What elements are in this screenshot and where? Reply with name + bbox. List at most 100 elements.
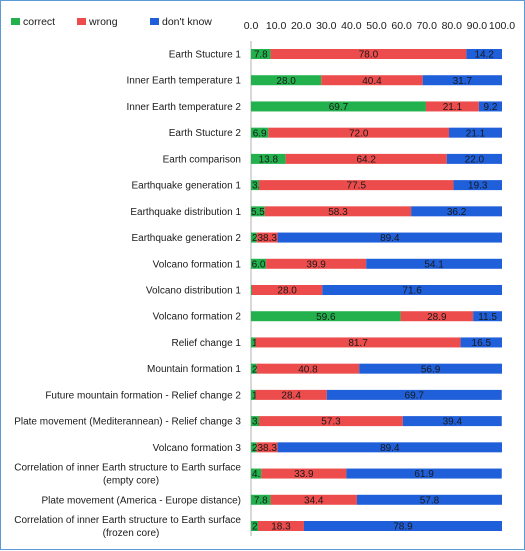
data-label: 40.4 — [362, 76, 382, 87]
bar-segment-don-t-know — [446, 153, 502, 164]
bar-row: 13.8 64.2 22.0 — [251, 153, 502, 165]
bar-segment-correct — [251, 285, 253, 295]
data-label: 57.3 — [321, 417, 341, 428]
data-label: 21.1 — [466, 128, 486, 139]
category-label-text: Earthquake generation 2 — [131, 233, 241, 244]
bar-segment-correct — [251, 206, 265, 217]
category-label-text: Correlation of inner Earth structure to … — [14, 515, 241, 526]
bar-segment-wrong — [261, 468, 347, 479]
bar-segment-don-t-know — [422, 75, 502, 86]
category-label-text: Inner Earth temperature 1 — [126, 76, 241, 87]
legend-item-2: don't know — [150, 16, 212, 28]
data-label: 39.4 — [443, 417, 463, 428]
bar-segment-wrong — [256, 363, 360, 374]
category-label-text: Earth Stucture 1 — [169, 50, 242, 61]
bar-segment-wrong — [400, 311, 474, 322]
bar-row: 69.7 21.1 9.2 — [251, 101, 502, 113]
bar-segment-correct — [251, 101, 426, 112]
bar-segment-wrong — [259, 416, 403, 427]
category-label-text: Inner Earth temperature 2 — [126, 102, 241, 113]
x-tick-label: 0.0 — [244, 20, 259, 32]
data-label: 14.2 — [474, 50, 494, 61]
data-label: 59.6 — [316, 312, 336, 323]
data-label: 54.1 — [424, 259, 444, 270]
bar-segment-don-t-know — [411, 206, 502, 217]
legend-label: wrong — [88, 16, 118, 28]
category-label-text: Volcano formation 1 — [153, 259, 242, 270]
x-tick-label: 50.0 — [366, 20, 387, 32]
x-tick-label: 70.0 — [416, 20, 437, 32]
data-label: 18.3 — [271, 522, 291, 533]
bar-row: 3.2 57.3 39.4 — [251, 416, 502, 428]
legend-item-1: wrong — [77, 16, 118, 28]
category-label: Earth comparison — [163, 154, 241, 165]
category-label-text: Volcano formation 3 — [153, 443, 242, 454]
category-label: Volcano distribution 1 — [146, 286, 242, 297]
bar-row: 3.2 77.5 19.3 — [251, 180, 502, 192]
category-label: Inner Earth temperature 1 — [126, 76, 241, 87]
bar-row: 5.5 58.3 36.2 — [251, 206, 502, 218]
bar-segment-don-t-know — [346, 468, 502, 479]
x-tick-label: 80.0 — [442, 20, 463, 32]
bar-row: 1.828.469.7 — [251, 389, 502, 401]
data-label: 4.1 — [252, 469, 266, 480]
category-label-text: Volcano distribution 1 — [146, 286, 242, 297]
legend: correct wrong don't know — [11, 16, 212, 28]
data-label: 89.4 — [380, 233, 400, 244]
data-label: 71.6 — [402, 286, 422, 297]
data-label: 81.7 — [348, 338, 368, 349]
category-label-text: (frozen core) — [103, 528, 160, 539]
bar-row: 1.881.716.5 — [251, 337, 502, 349]
bar-row: 528.071.6 — [251, 285, 502, 297]
category-label-text: (empty core) — [103, 476, 159, 487]
data-label: 5.5 — [251, 207, 265, 218]
bar-segment-correct — [251, 49, 271, 59]
bar-segment-don-t-know — [356, 494, 502, 505]
bar-segment-wrong — [259, 180, 454, 191]
bar-segment-don-t-know — [449, 127, 502, 138]
category-label: Earth Stucture 1 — [169, 50, 242, 61]
category-label-text: Future mountain formation - Relief chang… — [45, 390, 241, 401]
x-axis: 0.0 10.0 20.0 30.0 40.0 50.0 60.0 70.0 80.0 90.0 1… — [244, 20, 515, 536]
legend-swatch — [150, 18, 159, 25]
data-label: 13.8 — [259, 154, 279, 165]
category-label-text: Plate movement (America - Europe distanc… — [41, 495, 241, 506]
bar-row: 28.0 40.4 31.7 — [251, 75, 502, 87]
bar-segment-don-t-know — [478, 101, 502, 112]
bar-row: 2 38.3 89.4 — [251, 232, 502, 244]
data-label: 38.3 — [257, 443, 277, 454]
bar-segment-correct — [251, 180, 260, 191]
data-label: 31.7 — [453, 76, 473, 87]
bar-segment-don-t-know — [359, 363, 502, 374]
bar-segment-wrong — [255, 337, 461, 348]
data-label: 57.8 — [420, 495, 440, 506]
bar-segment-correct — [251, 363, 257, 374]
bar-row: 2.340.856.9 — [251, 363, 502, 375]
category-label-text: Mountain formation 1 — [147, 364, 241, 375]
bar-segment-don-t-know — [303, 521, 502, 531]
bar-segment-correct — [251, 127, 269, 138]
bar-segment-don-t-know — [453, 180, 502, 191]
data-label: 34.4 — [304, 495, 324, 506]
legend-item-0: correct — [11, 16, 55, 28]
x-tick-label: 40.0 — [341, 20, 362, 32]
data-label: 19.3 — [468, 181, 488, 192]
category-label-text: Plate movement (Mediterannean) - Relief … — [14, 417, 241, 428]
bar-segment-correct — [251, 468, 262, 479]
data-label: 72.0 — [349, 128, 369, 139]
data-label: 2 — [252, 233, 258, 244]
data-label: 22.0 — [465, 154, 485, 165]
bar-segment-don-t-know — [473, 311, 502, 322]
bar-row: 7.8 78.0 14.2 — [251, 49, 502, 61]
bar-segment-correct — [251, 232, 257, 243]
bar-segment-wrong — [264, 206, 412, 217]
data-label: 36.2 — [447, 207, 467, 218]
bar-segment-correct — [251, 75, 322, 86]
bar-segment-wrong — [321, 75, 423, 86]
x-tick-label: 60.0 — [391, 20, 412, 32]
bar-segment-wrong — [256, 232, 278, 243]
bar-segment-don-t-know — [466, 49, 502, 59]
data-label: 7.8 — [254, 50, 268, 61]
x-tick-label: 100.0 — [489, 20, 515, 32]
category-label: Earthquake generation 1 — [131, 181, 241, 192]
